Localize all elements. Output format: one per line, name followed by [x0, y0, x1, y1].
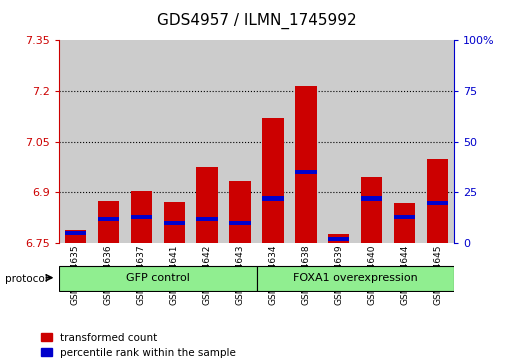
Bar — [394, 203, 416, 243]
Bar — [131, 215, 152, 219]
Bar — [125, 40, 157, 243]
Bar — [394, 215, 416, 219]
Bar — [328, 234, 349, 243]
Text: GFP control: GFP control — [126, 273, 190, 283]
Bar — [157, 40, 191, 243]
Bar — [92, 40, 125, 243]
Bar — [256, 40, 289, 243]
Bar — [196, 167, 218, 243]
Bar — [191, 40, 224, 243]
Bar — [295, 170, 317, 174]
Bar — [65, 231, 86, 235]
Bar — [388, 40, 421, 243]
Bar — [196, 217, 218, 221]
Text: protocol: protocol — [5, 274, 48, 284]
Bar — [59, 266, 256, 291]
Text: FOXA1 overexpression: FOXA1 overexpression — [293, 273, 418, 283]
Bar — [97, 201, 119, 243]
Bar — [164, 221, 185, 225]
Bar — [361, 177, 382, 243]
Bar — [229, 221, 251, 225]
Bar — [427, 159, 448, 243]
Bar — [361, 196, 382, 200]
Bar — [421, 40, 454, 243]
Bar — [262, 196, 284, 200]
Bar — [97, 217, 119, 221]
Bar — [427, 200, 448, 205]
Bar — [256, 266, 454, 291]
Bar — [289, 40, 322, 243]
Bar — [262, 118, 284, 243]
Text: GDS4957 / ILMN_1745992: GDS4957 / ILMN_1745992 — [156, 13, 357, 29]
Bar — [131, 191, 152, 243]
Legend: transformed count, percentile rank within the sample: transformed count, percentile rank withi… — [41, 333, 236, 358]
Bar — [322, 40, 355, 243]
Bar — [229, 180, 251, 243]
Bar — [164, 202, 185, 243]
Bar — [224, 40, 256, 243]
Bar — [295, 86, 317, 243]
Bar — [65, 230, 86, 243]
Bar — [59, 40, 92, 243]
Bar — [328, 237, 349, 241]
Bar — [355, 40, 388, 243]
